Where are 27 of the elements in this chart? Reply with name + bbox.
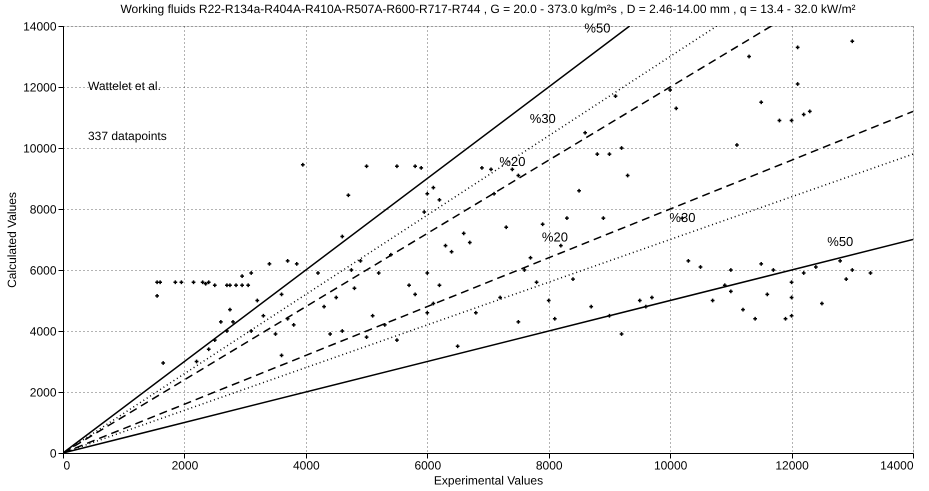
x-axis-title: Experimental Values (434, 474, 544, 488)
x-tick-label: 4000 (293, 458, 320, 472)
x-tick-label: 10000 (654, 458, 688, 472)
x-tick-label: 2000 (172, 458, 199, 472)
y-tick-label: 8000 (30, 202, 57, 216)
y-tick-label: 2000 (30, 386, 57, 400)
x-tick-label: 8000 (536, 458, 563, 472)
annotation: %20 (499, 154, 526, 169)
y-tick-label: 4000 (30, 324, 57, 338)
y-axis-title: Calculated Values (5, 192, 20, 288)
chart-title: Working fluids R22-R134a-R404A-R410A-R507A-R600-R717-R744 , G = 20.0 - 373.0 kg/m²s , D = 2.46-14.00 mm , q = 13.4 - 32.0 kW/m² (120, 2, 856, 16)
annotation: 337 datapoints (88, 129, 167, 143)
x-tick-label: 12000 (775, 458, 810, 472)
annotation: %20 (542, 229, 568, 244)
annotation: Wattelet et al. (88, 79, 161, 93)
annotation: %30 (530, 110, 556, 126)
y-tick-label: 10000 (23, 142, 57, 156)
y-tick-label: 12000 (23, 80, 57, 94)
annotation: %30 (669, 210, 696, 225)
y-tick-label: 0 (50, 446, 57, 460)
x-tick-label: 14000 (880, 458, 914, 472)
x-tick-label: 6000 (414, 458, 442, 472)
x-tick-label: 0 (64, 458, 70, 472)
annotation: %50 (827, 234, 854, 249)
y-tick-label: 14000 (23, 20, 57, 34)
annotation: %50 (584, 20, 610, 36)
y-tick-label: 6000 (30, 264, 57, 278)
